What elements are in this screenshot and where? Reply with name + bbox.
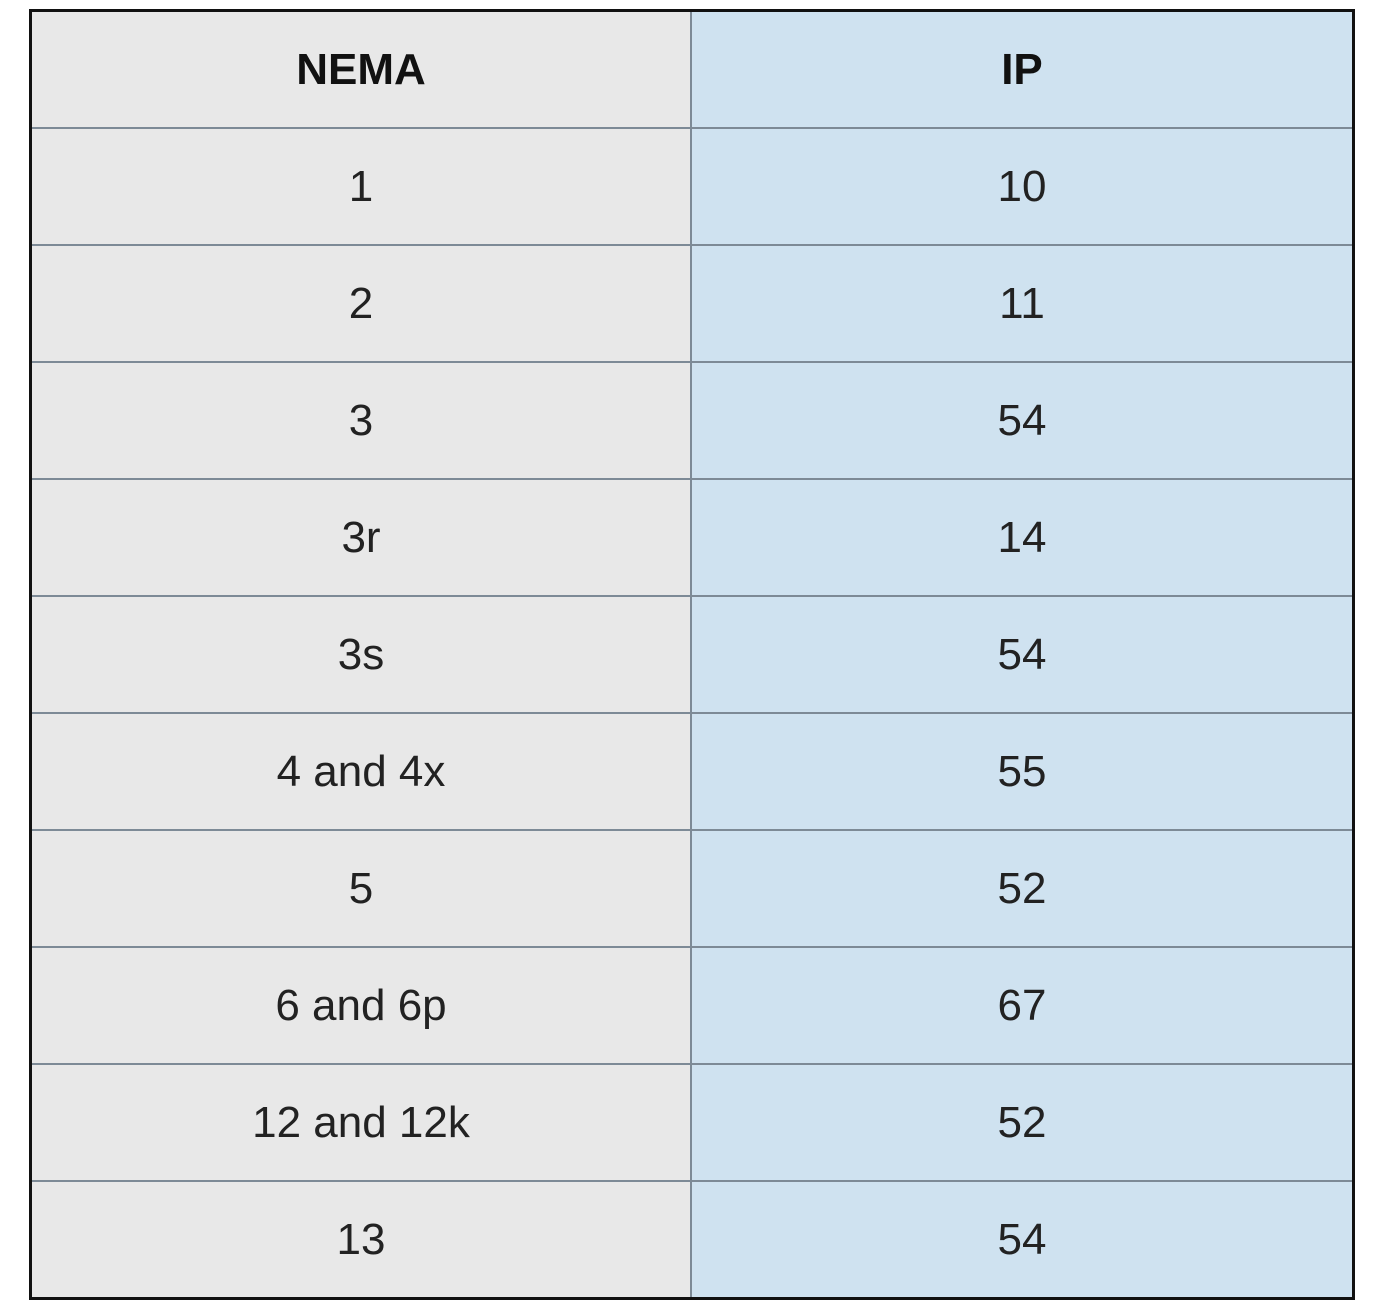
nema-ip-table: NEMA IP 1 10 2 11 3 54 3r 14 3s 54 4 and 4x 55 5 52 6 a…: [29, 9, 1355, 1300]
header-cell: IP: [690, 9, 1355, 129]
table-header: NEMA IP: [29, 9, 1355, 129]
table-cell: 5: [29, 829, 692, 948]
table-row: 3 54: [29, 361, 1355, 480]
table-row: 3s 54: [29, 595, 1355, 714]
table-cell: 6 and 6p: [29, 946, 692, 1065]
header-cell: NEMA: [29, 9, 692, 129]
table-row: 1 10: [29, 127, 1355, 246]
table-cell: 2: [29, 244, 692, 363]
table-row: 6 and 6p 67: [29, 946, 1355, 1065]
table-cell: 67: [690, 946, 1355, 1065]
table-cell: 12 and 12k: [29, 1063, 692, 1182]
header-row: NEMA IP: [29, 9, 1355, 129]
table-cell: 52: [690, 829, 1355, 948]
table-cell: 10: [690, 127, 1355, 246]
table-body: 1 10 2 11 3 54 3r 14 3s 54 4 and 4x 55 5 52 6 and 6p 67…: [29, 127, 1355, 1300]
table-cell: 14: [690, 478, 1355, 597]
table-row: 12 and 12k 52: [29, 1063, 1355, 1182]
table-cell: 54: [690, 361, 1355, 480]
table-cell: 3r: [29, 478, 692, 597]
table-cell: 55: [690, 712, 1355, 831]
table-cell: 54: [690, 595, 1355, 714]
table-cell: 52: [690, 1063, 1355, 1182]
table-cell: 54: [690, 1180, 1355, 1300]
table-cell: 3: [29, 361, 692, 480]
table-cell: 11: [690, 244, 1355, 363]
table-cell: 3s: [29, 595, 692, 714]
table-cell: 13: [29, 1180, 692, 1300]
table-row: 4 and 4x 55: [29, 712, 1355, 831]
table-cell: 4 and 4x: [29, 712, 692, 831]
table-row: 5 52: [29, 829, 1355, 948]
table-row: 2 11: [29, 244, 1355, 363]
table-row: 3r 14: [29, 478, 1355, 597]
table-row: 13 54: [29, 1180, 1355, 1300]
table-cell: 1: [29, 127, 692, 246]
